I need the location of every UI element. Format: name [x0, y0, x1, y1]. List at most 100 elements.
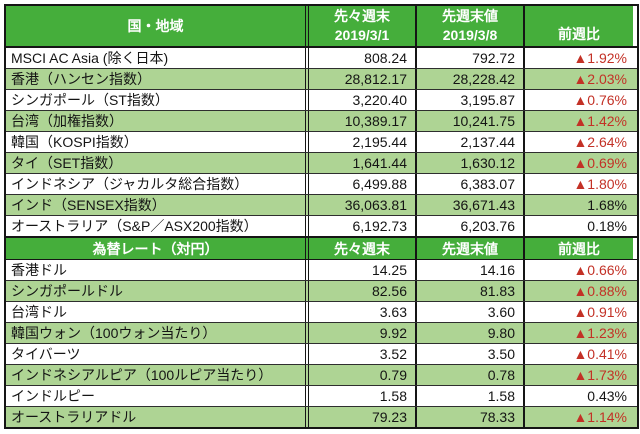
- fx-header-prev-cell: 先々週末: [305, 238, 415, 259]
- change-cell: 0.43%: [523, 386, 633, 406]
- change-cell: ▲2.03%: [523, 69, 633, 89]
- indices-header-last-cell: 先週末値 2019/3/8: [415, 6, 523, 46]
- label-cell: 台湾ドル: [11, 304, 67, 320]
- last-value-cell: 9.80: [415, 323, 523, 343]
- prev-value-cell: 3.63: [305, 302, 415, 322]
- table-row: 韓国（KOSPI指数） 2,195.44 2,137.44 ▲2.64%: [6, 132, 637, 153]
- table-row: シンガポール（ST指数） 3,220.40 3,195.87 ▲0.76%: [6, 90, 637, 111]
- change-cell: ▲0.91%: [523, 302, 633, 322]
- prev-value-cell: 14.25: [305, 260, 415, 280]
- prev-value-cell: 36,063.81: [305, 195, 415, 215]
- label-cell: インド（SENSEX指数）: [11, 197, 166, 213]
- change-cell: ▲0.69%: [523, 153, 633, 173]
- fx-prev-week-label: 先々週末: [334, 240, 390, 257]
- prev-week-label: 先々週末: [334, 8, 390, 24]
- asia-markets-table: 国・地域 先々週末 2019/3/1 先週末値 2019/3/8 前週比 MSC…: [4, 4, 639, 429]
- label-cell: シンガポール（ST指数）: [11, 92, 169, 108]
- change-cell: ▲0.88%: [523, 281, 633, 301]
- label-cell: シンガポールドル: [11, 283, 123, 299]
- prev-value-cell: 10,389.17: [305, 111, 415, 131]
- change-cell: ▲1.92%: [523, 48, 633, 68]
- label-cell: タイバーツ: [11, 346, 81, 362]
- fx-change-label: 前週比: [558, 240, 600, 257]
- table-row: シンガポールドル 82.56 81.83 ▲0.88%: [6, 281, 637, 302]
- last-value-cell: 6,203.76: [415, 216, 523, 236]
- fx-header-title-cell: 為替レート（対円）: [6, 238, 305, 259]
- last-value-cell: 1,630.12: [415, 153, 523, 173]
- label-cell: インドルピー: [11, 388, 95, 404]
- label-cell: MSCI AC Asia (除く日本): [11, 50, 169, 66]
- change-cell: ▲1.80%: [523, 174, 633, 194]
- table-row: インドネシアルピア（100ルピア当たり） 0.79 0.78 ▲1.73%: [6, 365, 637, 386]
- table-row: 台湾（加権指数） 10,389.17 10,241.75 ▲1.42%: [6, 111, 637, 132]
- last-value-cell: 14.16: [415, 260, 523, 280]
- last-value-cell: 6,383.07: [415, 174, 523, 194]
- prev-value-cell: 6,499.88: [305, 174, 415, 194]
- fx-header-title-label: 為替レート（対円）: [92, 240, 219, 257]
- last-value-cell: 1.58: [415, 386, 523, 406]
- table-row: 香港ドル 14.25 14.16 ▲0.66%: [6, 260, 637, 281]
- label-cell: オーストラリアドル: [11, 409, 137, 425]
- fx-header-change-cell: 前週比: [523, 238, 633, 259]
- label-cell: 台湾（加権指数）: [11, 113, 123, 129]
- prev-value-cell: 1.58: [305, 386, 415, 406]
- prev-value-cell: 808.24: [305, 48, 415, 68]
- prev-value-cell: 1,641.44: [305, 153, 415, 173]
- last-value-cell: 0.78: [415, 365, 523, 385]
- prev-week-date: 2019/3/1: [334, 27, 390, 43]
- prev-value-cell: 6,192.73: [305, 216, 415, 236]
- fx-header-row: 為替レート（対円） 先々週末 先週末値 前週比: [6, 236, 637, 260]
- label-cell: タイ（SET指数）: [11, 155, 123, 171]
- prev-value-cell: 82.56: [305, 281, 415, 301]
- prev-value-cell: 0.79: [305, 365, 415, 385]
- change-cell: ▲1.23%: [523, 323, 633, 343]
- table-row: インド（SENSEX指数） 36,063.81 36,671.43 1.68%: [6, 195, 637, 216]
- last-value-cell: 28,228.42: [415, 69, 523, 89]
- change-cell: 0.18%: [523, 216, 633, 236]
- prev-value-cell: 28,812.17: [305, 69, 415, 89]
- indices-rows: MSCI AC Asia (除く日本) 808.24 792.72 ▲1.92% 香港（…: [6, 48, 637, 236]
- table-row: オーストラリア（S&P／ASX200指数） 6,192.73 6,203.76 0.1…: [6, 216, 637, 236]
- last-value-cell: 36,671.43: [415, 195, 523, 215]
- label-cell: 韓国ウォン（100ウォン当たり）: [11, 325, 217, 341]
- change-cell: ▲1.14%: [523, 407, 633, 427]
- label-cell: インドネシア（ジャカルタ総合指数）: [11, 176, 249, 192]
- table-row: インドネシア（ジャカルタ総合指数） 6,499.88 6,383.07 ▲1.80%: [6, 174, 637, 195]
- fx-last-week-label: 先週末値: [442, 240, 498, 257]
- change-cell: ▲2.64%: [523, 132, 633, 152]
- indices-header-country-label: 国・地域: [127, 18, 184, 34]
- table-row: 台湾ドル 3.63 3.60 ▲0.91%: [6, 302, 637, 323]
- last-week-date: 2019/3/8: [442, 27, 498, 43]
- prev-value-cell: 2,195.44: [305, 132, 415, 152]
- change-cell: ▲0.41%: [523, 344, 633, 364]
- last-value-cell: 2,137.44: [415, 132, 523, 152]
- table-row: オーストラリアドル 79.23 78.33 ▲1.14%: [6, 407, 637, 427]
- label-cell: 韓国（KOSPI指数）: [11, 134, 138, 150]
- change-cell: ▲0.66%: [523, 260, 633, 280]
- change-cell: ▲1.73%: [523, 365, 633, 385]
- fx-header-last-cell: 先週末値: [415, 238, 523, 259]
- last-value-cell: 792.72: [415, 48, 523, 68]
- change-label: 前週比: [558, 26, 600, 42]
- last-value-cell: 81.83: [415, 281, 523, 301]
- prev-value-cell: 3.52: [305, 344, 415, 364]
- table-row: 韓国ウォン（100ウォン当たり） 9.92 9.80 ▲1.23%: [6, 323, 637, 344]
- change-cell: ▲0.76%: [523, 90, 633, 110]
- indices-header-change-cell: 前週比: [523, 6, 633, 46]
- change-cell: 1.68%: [523, 195, 633, 215]
- label-cell: 香港ドル: [11, 262, 67, 278]
- prev-value-cell: 3,220.40: [305, 90, 415, 110]
- table-row: MSCI AC Asia (除く日本) 808.24 792.72 ▲1.92%: [6, 48, 637, 69]
- prev-value-cell: 9.92: [305, 323, 415, 343]
- table-row: インドルピー 1.58 1.58 0.43%: [6, 386, 637, 407]
- prev-value-cell: 79.23: [305, 407, 415, 427]
- indices-header-country-cell: 国・地域: [6, 6, 305, 46]
- fx-rows: 香港ドル 14.25 14.16 ▲0.66% シンガポールドル 82.56 81.83 ▲0…: [6, 260, 637, 427]
- table-row: 香港（ハンセン指数） 28,812.17 28,228.42 ▲2.03%: [6, 69, 637, 90]
- label-cell: 香港（ハンセン指数）: [11, 71, 151, 87]
- table-row: タイ（SET指数） 1,641.44 1,630.12 ▲0.69%: [6, 153, 637, 174]
- last-value-cell: 3,195.87: [415, 90, 523, 110]
- change-cell: ▲1.42%: [523, 111, 633, 131]
- last-value-cell: 3.50: [415, 344, 523, 364]
- last-week-label: 先週末値: [442, 8, 498, 24]
